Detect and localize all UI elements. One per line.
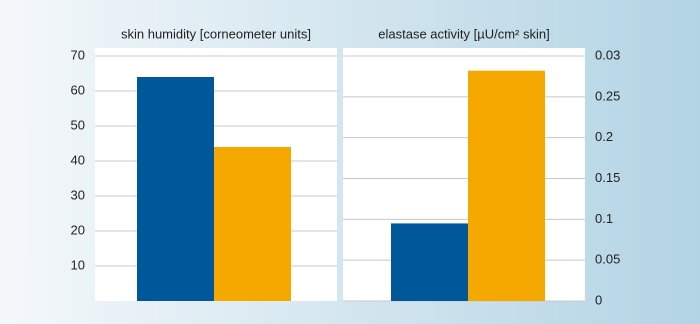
y-tick-label: 0.05	[595, 252, 620, 267]
y-tick-label: 0.1	[595, 211, 613, 226]
y-tick-label: 50	[71, 117, 85, 132]
y-tick-label: 30	[71, 187, 85, 202]
y-tick-label: 0.15	[595, 170, 620, 185]
y-tick-label: 60	[71, 82, 85, 97]
y-tick-label: 70	[71, 47, 85, 62]
bar	[468, 70, 545, 301]
y-tick-label: 0.03	[595, 47, 620, 62]
bar	[137, 77, 214, 301]
y-tick-label: 40	[71, 152, 85, 167]
y-tick-label: 10	[71, 257, 85, 272]
y-tick-label: 0.2	[595, 129, 613, 144]
y-tick-label: 0	[595, 292, 602, 307]
bar	[214, 147, 291, 301]
y-tick-label: 0.25	[595, 88, 620, 103]
bar	[391, 223, 468, 301]
y-tick-label: 20	[71, 222, 85, 237]
chart-title: skin humidity [corneometer units]	[121, 26, 311, 41]
chart-title: elastase activity [µU/cm² skin]	[378, 26, 549, 41]
